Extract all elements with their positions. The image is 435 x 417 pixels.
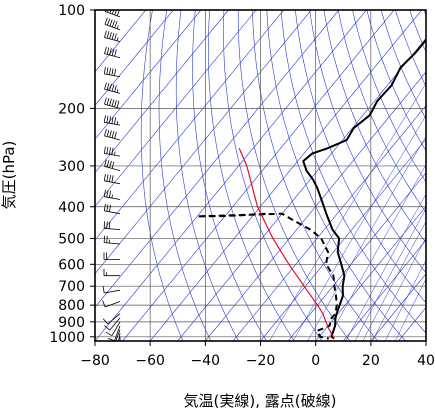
x-tick-label: −60	[135, 353, 165, 369]
y-axis-title: 気圧(hPa)	[0, 141, 18, 210]
y-tick-label: 500	[58, 231, 85, 247]
y-tick-label: 800	[58, 298, 85, 314]
x-tick-label: 20	[362, 353, 380, 369]
x-tick-label: −40	[191, 353, 221, 369]
y-tick-label: 100	[58, 3, 85, 19]
x-tick-label: −20	[246, 353, 276, 369]
y-tick-label: 200	[58, 101, 85, 117]
y-tick-label: 400	[58, 200, 85, 216]
x-tick-label: 40	[417, 353, 435, 369]
y-tick-label: 600	[58, 257, 85, 273]
y-tick-label: 900	[58, 315, 85, 331]
x-axis-title: 気温(実線), 露点(破線)	[184, 392, 337, 410]
y-tick-label: 700	[58, 279, 85, 295]
y-tick-label: 1000	[49, 330, 85, 346]
y-tick-label: 300	[58, 159, 85, 175]
x-tick-label: −80	[80, 353, 110, 369]
x-tick-label: 0	[311, 353, 320, 369]
